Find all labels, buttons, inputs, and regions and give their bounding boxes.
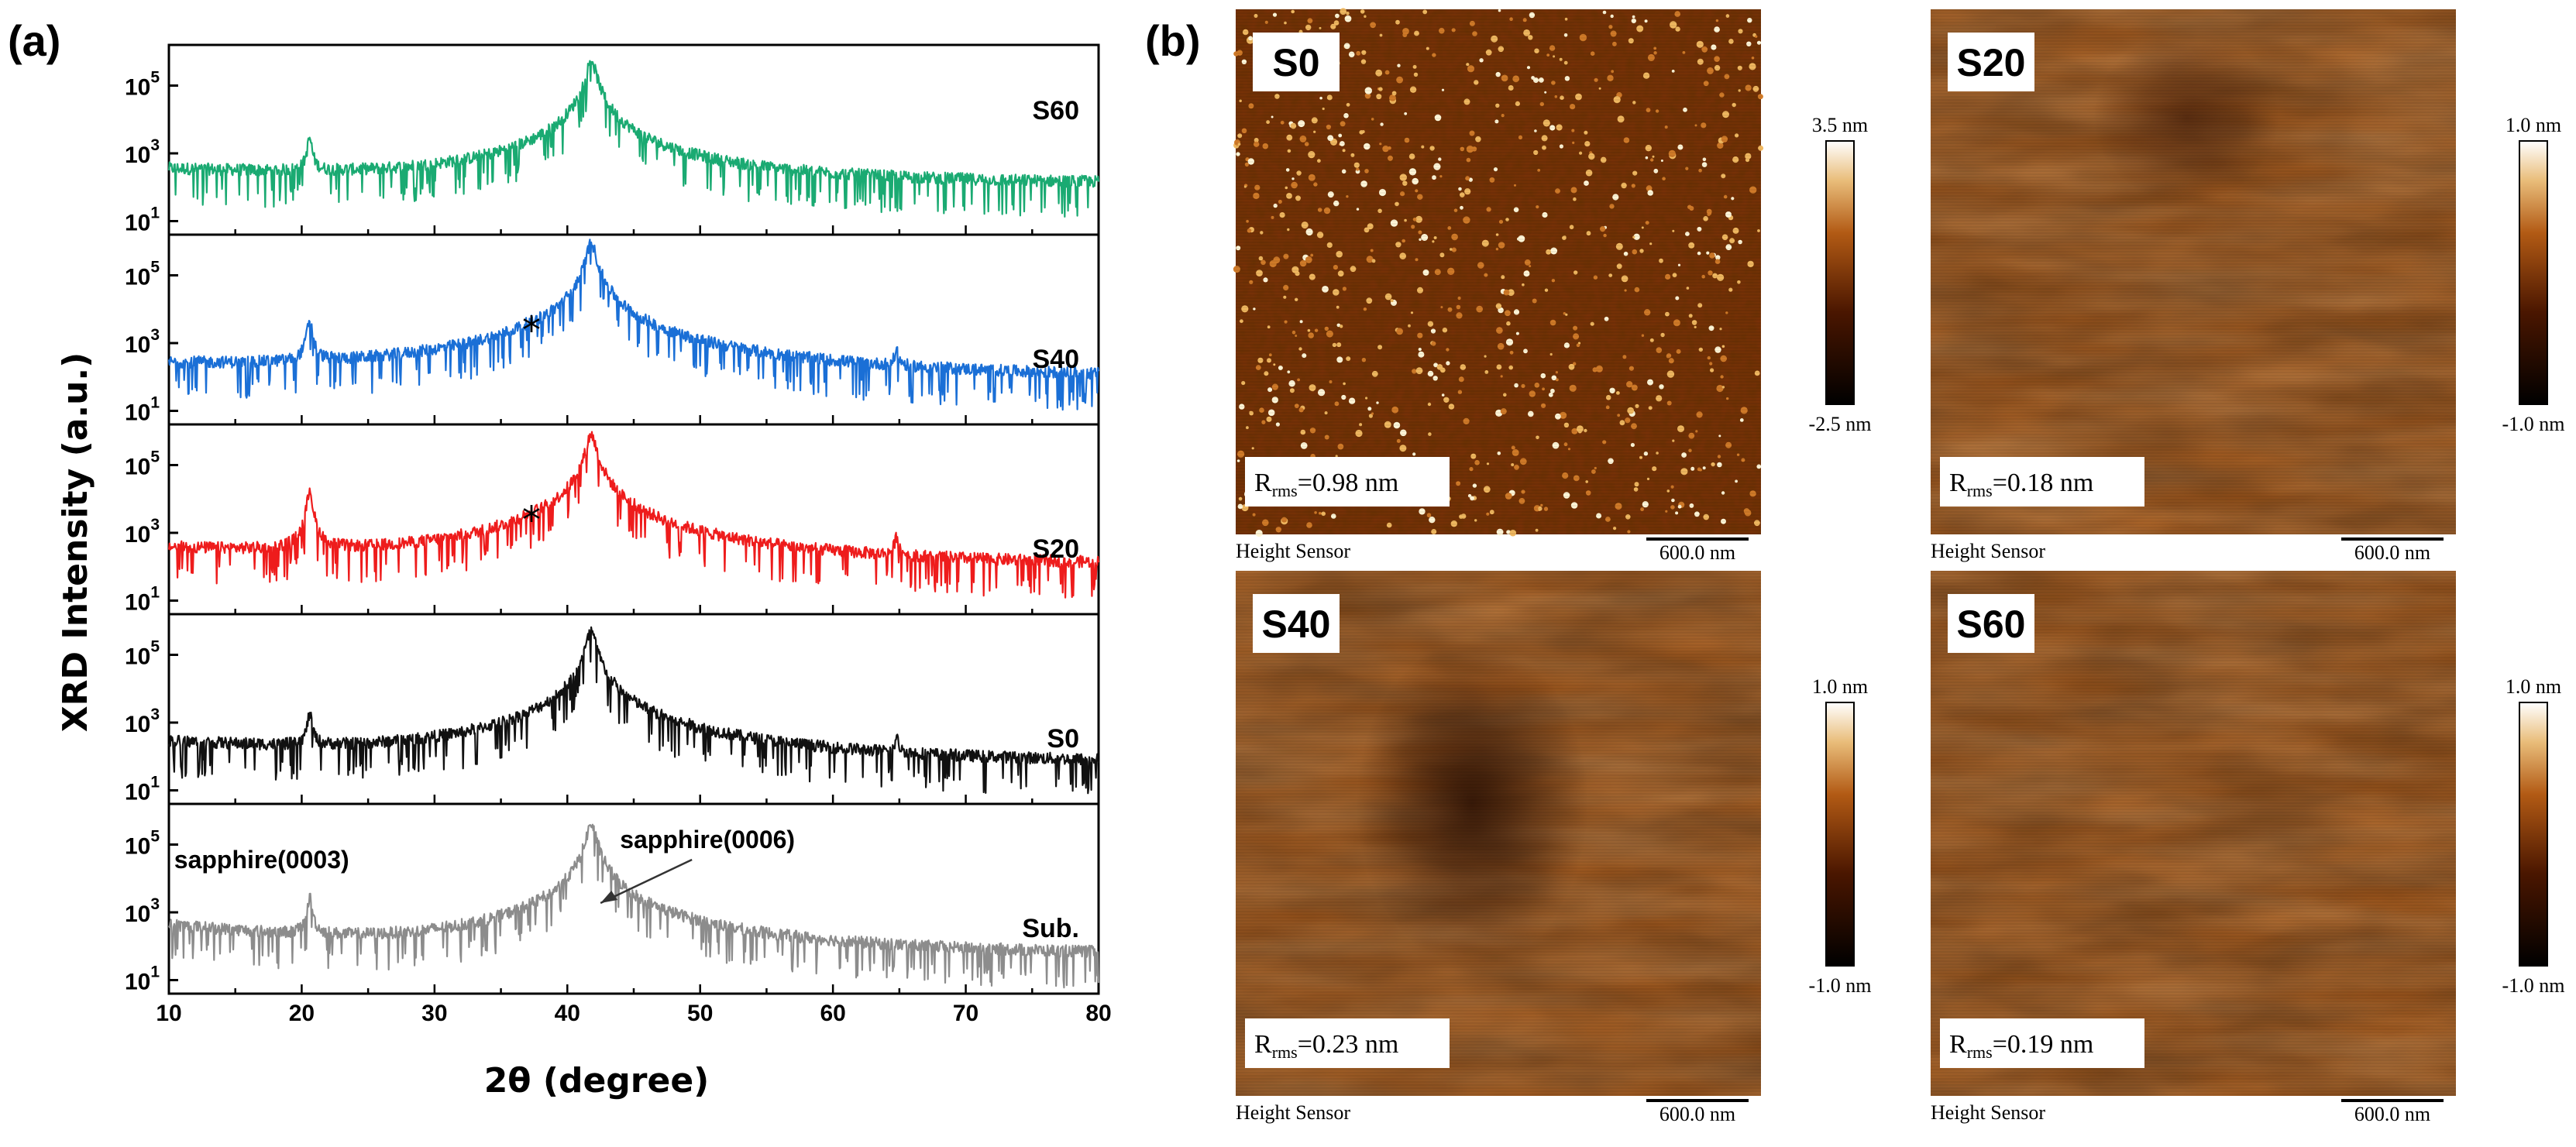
sample-label: Sub. [1022,914,1079,943]
afm-panel-s40: S40 Rrms=0.23 nm Height Sensor 600.0 nm 1.0 … [1236,571,1871,1125]
xrd-panels: 101103105S60101103105S40*101103105S20*10… [125,43,1100,995]
y-tick-label: 105 [125,638,160,670]
afm-scan-lines [1931,571,2456,1096]
arrow-head [600,891,618,903]
afm-title-box [1253,33,1340,91]
rms-value: Rrms=0.19 nm [1949,1030,2093,1062]
y-tick-label: 101 [125,584,160,616]
color-bar-min: -1.0 nm [1809,974,1872,997]
scale-bar-label: 600.0 nm [2354,541,2430,564]
scale-bar-label: 600.0 nm [1659,1103,1735,1125]
afm-scan-lines [1236,571,1761,1096]
rms-box [1940,457,2144,507]
x-tick-label: 20 [289,1001,315,1026]
afm-title-box [1948,33,2034,91]
color-bar-min: -1.0 nm [2502,413,2565,435]
y-tick-label: 101 [125,394,160,426]
xrd-panel-s40: 101 103 105 S40 * [125,233,1100,426]
afm-title-box [1948,594,2034,653]
x-tick-label: 40 [555,1001,580,1026]
y-tick-label: 103 [125,516,160,548]
xrd-chart: 101103105S60101103105S40*101103105S20*10… [56,43,1112,1101]
rms-box [1245,1018,1450,1068]
y-tick-label: 103 [125,895,160,927]
sample-label: S20 [1033,534,1080,564]
x-tick-label: 10 [156,1001,181,1026]
height-sensor-caption: Height Sensor [1931,540,2045,562]
afm-sample-title: S40 [1262,603,1331,646]
y-tick-label: 105 [125,259,160,290]
y-tick-label: 101 [125,774,160,805]
rms-value: Rrms=0.23 nm [1254,1030,1398,1062]
afm-sample-title: S20 [1957,41,2026,84]
arrow-line [600,858,693,905]
y-tick-label: 101 [125,963,160,995]
scale-bar-label: 600.0 nm [2354,1103,2430,1125]
xrd-panel-s0: 101 103 105 S0 [125,613,1100,805]
x-tick-label: 30 [421,1001,447,1026]
sample-label: S60 [1033,96,1080,125]
color-bar-max: 3.5 nm [1812,114,1868,136]
y-axis-title: XRD Intensity (a.u.) [56,352,95,733]
color-bar [1825,702,1855,967]
color-bar-max: 1.0 nm [2505,114,2561,136]
y-tick-label: 105 [125,448,160,480]
afm-panel-s0: S0 Rrms=0.98 nm Height Sensor 600.0 nm 3.5 n… [1233,8,1872,564]
color-bar-max: 1.0 nm [2505,675,2561,698]
xrd-curve-s60 [167,60,1100,218]
sample-label: S40 [1033,345,1080,374]
y-tick-label: 103 [125,136,160,168]
xrd-panel-s60: 101 103 105 S60 [125,43,1100,236]
rms-box [1940,1018,2144,1068]
rms-box [1245,457,1450,507]
x-tick-label: 80 [1085,1001,1111,1026]
xrd-curve-s0 [167,626,1100,795]
sapphire-0003-label: sapphire(0003) [174,846,349,874]
y-tick-label: 101 [125,204,160,236]
x-tick-label: 50 [687,1001,713,1026]
afm-images: S0 Rrms=0.98 nm Height Sensor 600.0 nm 3.5 n… [1233,8,2564,1125]
y-tick-label: 103 [125,326,160,358]
xrd-panel-sub: 101 103 105 Sub. sapphire(0003) sapphire(0006… [125,802,1100,995]
height-sensor-caption: Height Sensor [1236,540,1350,562]
afm-sample-title: S0 [1272,41,1319,84]
rms-value: Rrms=0.98 nm [1254,469,1398,500]
xrd-curve-sub [167,823,1100,989]
height-sensor-caption: Height Sensor [1236,1101,1350,1124]
afm-scan-lines [1236,9,1761,534]
color-bar [2519,140,2548,405]
panel-frame [167,233,1100,426]
afm-scan-lines [1931,9,2456,534]
xrd-panel-s20: 101 103 105 S20 * [125,423,1100,616]
afm-title-box [1253,594,1340,653]
peak-asterisk: * [522,499,541,542]
y-tick-label: 103 [125,706,160,737]
color-bar [1825,140,1855,405]
xrd-curve-s40 [167,239,1100,411]
sample-label: S0 [1047,724,1079,754]
color-bar-min: -1.0 nm [2502,974,2565,997]
x-axis-title: 2θ (degree) [484,1061,710,1101]
scale-bar-label: 600.0 nm [1659,541,1735,564]
y-tick-label: 105 [125,828,160,860]
afm-panel-s20: S20 Rrms=0.18 nm Height Sensor 600.0 nm 1.0 … [1931,9,2564,564]
x-axis-ticks: 10 20 30 40 50 60 70 80 [156,1001,1111,1026]
x-tick-label: 70 [953,1001,978,1026]
x-tick-label: 60 [820,1001,845,1026]
afm-panel-s60: S60 Rrms=0.19 nm Height Sensor 600.0 nm 1.0 … [1931,571,2564,1125]
afm-sample-title: S60 [1957,603,2026,646]
height-sensor-caption: Height Sensor [1931,1101,2045,1124]
panel-a-label: (a) [8,16,60,65]
y-tick-label: 105 [125,69,160,101]
color-bar [2519,702,2548,967]
panel-b-label: (b) [1145,16,1201,65]
color-bar-min: -2.5 nm [1809,413,1872,435]
peak-asterisk: * [522,309,541,352]
rms-value: Rrms=0.18 nm [1949,469,2093,500]
sapphire-0006-label: sapphire(0006) [620,826,795,853]
color-bar-max: 1.0 nm [1812,675,1868,698]
xrd-curve-s20 [167,431,1100,599]
